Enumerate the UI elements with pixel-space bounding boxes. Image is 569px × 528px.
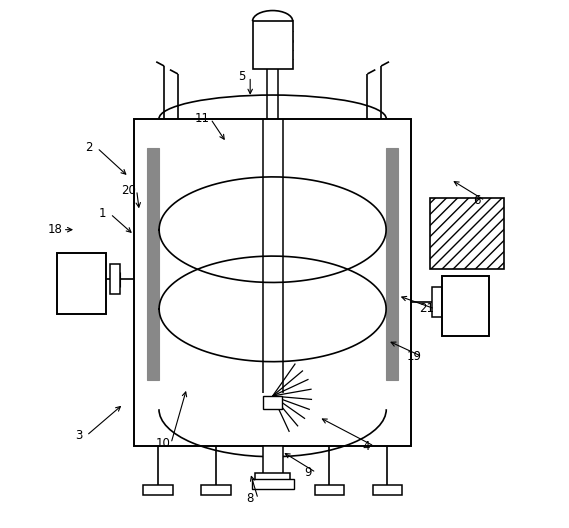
Bar xyxy=(134,119,411,446)
Bar xyxy=(262,446,283,475)
Text: 8: 8 xyxy=(246,493,254,505)
Bar xyxy=(373,485,402,495)
Bar xyxy=(315,485,344,495)
Text: 18: 18 xyxy=(47,223,62,236)
Text: 6: 6 xyxy=(473,194,481,207)
Text: 10: 10 xyxy=(156,437,171,450)
Text: 4: 4 xyxy=(362,440,370,452)
Bar xyxy=(442,276,489,336)
Bar xyxy=(386,148,398,380)
Text: 21: 21 xyxy=(419,303,435,315)
Bar xyxy=(201,485,230,495)
Text: 20: 20 xyxy=(121,184,136,196)
Bar xyxy=(147,148,159,380)
Bar xyxy=(57,253,106,314)
Bar xyxy=(251,479,294,489)
Bar xyxy=(263,396,282,409)
Bar xyxy=(110,265,119,294)
Text: 3: 3 xyxy=(75,429,83,442)
Text: 1: 1 xyxy=(98,208,106,220)
Bar xyxy=(432,287,442,317)
Bar xyxy=(143,485,172,495)
Text: 19: 19 xyxy=(406,350,422,363)
Text: 7: 7 xyxy=(283,33,291,46)
Bar xyxy=(253,21,292,69)
Text: 9: 9 xyxy=(304,466,312,479)
Bar xyxy=(255,473,290,480)
Text: 2: 2 xyxy=(85,142,93,154)
Text: 11: 11 xyxy=(195,112,210,125)
Bar xyxy=(430,198,504,269)
Text: 5: 5 xyxy=(238,70,246,83)
